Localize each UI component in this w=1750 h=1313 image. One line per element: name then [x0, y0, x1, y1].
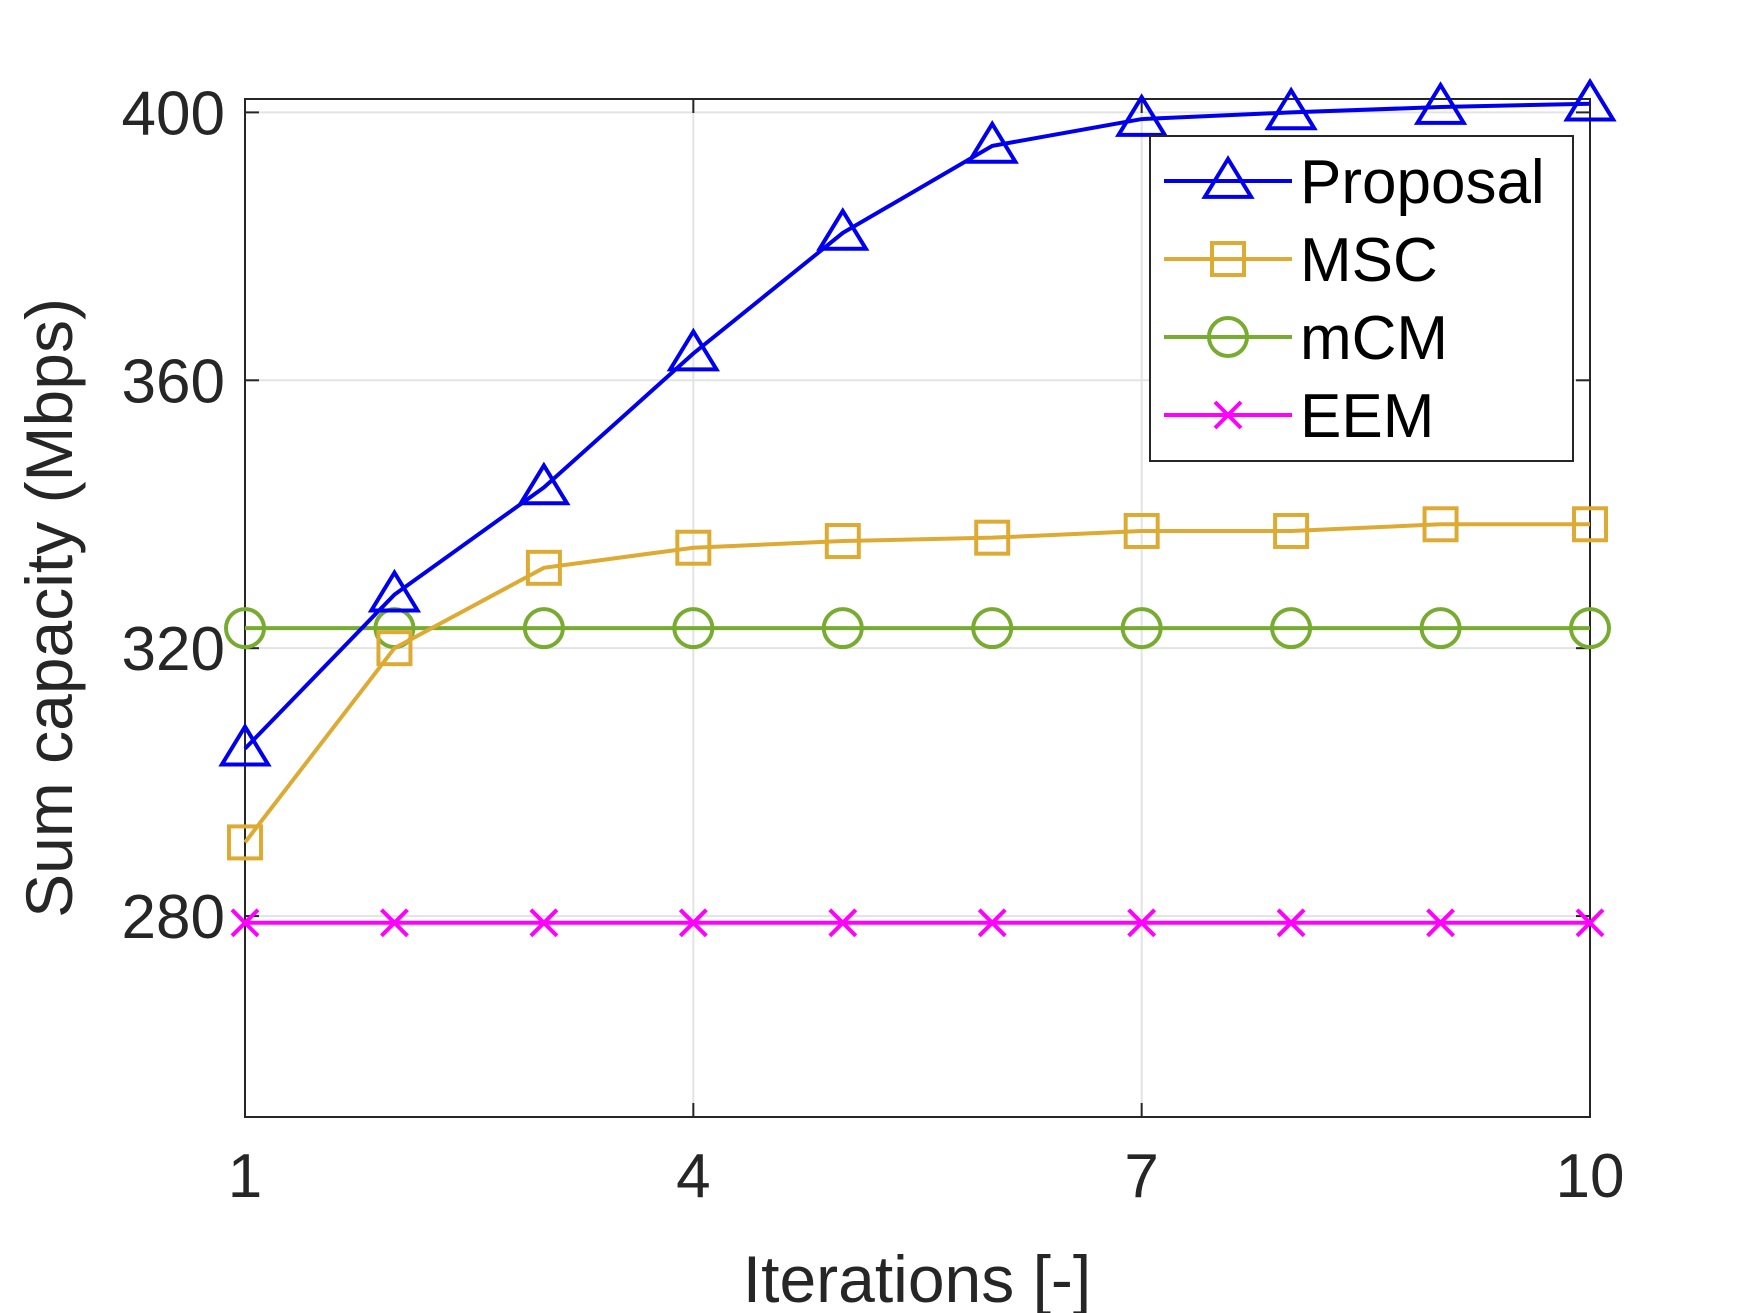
series-line-msc	[243, 522, 1590, 844]
data-point-mcm	[672, 607, 715, 650]
y-tick-label: 360	[122, 347, 225, 416]
data-point-proposal	[1115, 93, 1169, 137]
legend-entry-mcm: mCM	[1164, 304, 1448, 373]
data-point-eem	[380, 908, 409, 938]
data-point-msc	[675, 529, 712, 566]
data-point-msc	[1273, 512, 1310, 549]
data-point-mcm	[1270, 607, 1313, 650]
data-point-proposal	[965, 120, 1019, 164]
x-tick-label: 7	[1124, 1142, 1158, 1211]
data-point-eem	[1276, 908, 1306, 938]
y-axis-label: Sum capacity (Mbps)	[12, 298, 86, 918]
legend-marker-msc	[1210, 241, 1246, 277]
data-point-eem	[1127, 908, 1157, 938]
series-layer	[218, 77, 1617, 938]
x-tick-label: 1	[228, 1142, 262, 1211]
data-point-proposal	[816, 207, 870, 251]
data-point-msc	[525, 549, 562, 586]
series-msc	[227, 506, 1608, 861]
data-point-mcm	[821, 607, 864, 650]
data-point-mcm	[971, 607, 1014, 650]
y-tick-label: 400	[122, 79, 225, 148]
x-tick-label: 10	[1556, 1142, 1625, 1211]
data-point-eem	[1426, 908, 1455, 938]
series-line-proposal	[243, 101, 1591, 751]
series-eem	[230, 908, 1605, 938]
axis-ticks: 1 4 7 10 280 320 360 400	[122, 79, 1625, 1211]
y-tick-label: 280	[122, 883, 225, 952]
data-point-msc	[1123, 512, 1160, 549]
legend-label-msc: MSC	[1300, 226, 1438, 295]
data-point-eem	[230, 908, 260, 938]
data-point-msc	[824, 523, 861, 560]
data-point-msc	[376, 630, 413, 667]
legend-entry-msc: MSC	[1164, 226, 1438, 295]
data-point-msc	[227, 824, 263, 861]
x-tick-label: 4	[676, 1142, 710, 1211]
data-point-msc	[974, 519, 1011, 556]
data-point-proposal	[1413, 81, 1468, 125]
data-point-mcm	[1569, 607, 1611, 650]
series-proposal	[218, 77, 1617, 767]
data-point-eem	[1575, 908, 1605, 938]
data-point-eem	[678, 908, 708, 938]
legend-label-mcm: mCM	[1300, 304, 1448, 373]
data-point-mcm	[1419, 607, 1462, 650]
data-point-proposal	[218, 722, 272, 767]
data-point-proposal	[1264, 86, 1318, 131]
data-point-msc	[1422, 506, 1459, 543]
data-point-msc	[1572, 506, 1608, 543]
legend-label-eem: EEM	[1300, 382, 1434, 451]
data-point-proposal	[666, 327, 720, 372]
x-axis-label: Iterations [-]	[743, 1242, 1091, 1313]
data-point-mcm	[1120, 607, 1163, 650]
data-point-mcm	[522, 607, 565, 650]
legend-label-proposal: Proposal	[1300, 148, 1545, 217]
data-point-proposal	[367, 568, 422, 613]
data-point-mcm	[224, 607, 266, 650]
legend-entry-eem: EEM	[1164, 382, 1434, 451]
series-mcm	[224, 607, 1611, 650]
data-point-proposal	[1563, 77, 1617, 122]
legend-entry-proposal: Proposal	[1164, 148, 1545, 217]
y-tick-label: 320	[122, 615, 225, 684]
data-point-eem	[828, 908, 858, 938]
data-point-proposal	[517, 461, 571, 506]
legend: Proposal MSC mCM EEM	[1149, 135, 1574, 462]
legend-marker-eem	[1213, 400, 1243, 430]
data-point-eem	[977, 908, 1007, 938]
data-point-eem	[529, 908, 559, 938]
legend-marker-mcm	[1207, 316, 1249, 358]
legend-marker-proposal	[1201, 155, 1255, 199]
